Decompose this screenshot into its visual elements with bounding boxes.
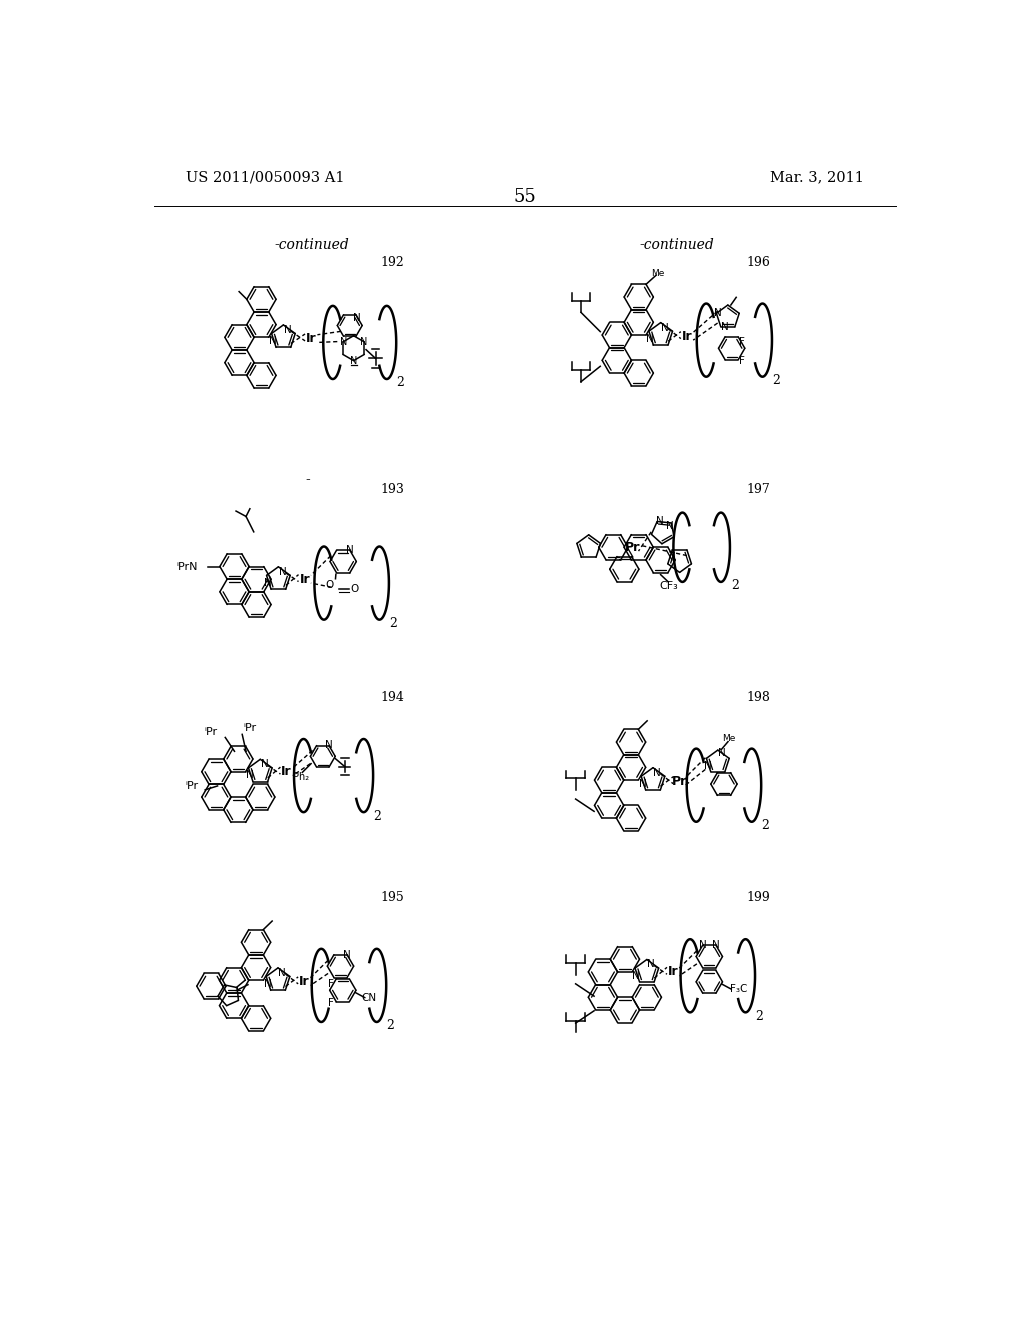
Text: N: N (698, 940, 707, 950)
Text: F: F (739, 338, 744, 347)
Text: 195: 195 (381, 891, 404, 904)
Text: N: N (346, 545, 353, 556)
Text: N: N (269, 337, 276, 346)
Text: 2: 2 (374, 809, 381, 822)
Text: Mar. 3, 2011: Mar. 3, 2011 (770, 170, 864, 185)
Text: F: F (328, 979, 334, 990)
Text: F₃C: F₃C (730, 985, 748, 994)
Text: Ir: Ir (306, 333, 316, 345)
Text: 199: 199 (746, 891, 770, 904)
Text: N: N (721, 322, 729, 333)
Text: 2: 2 (762, 820, 769, 832)
Text: N: N (343, 950, 351, 960)
Text: N: N (350, 356, 357, 367)
Text: N: N (715, 309, 722, 318)
Text: 192: 192 (381, 256, 404, 269)
Text: 2: 2 (756, 1010, 763, 1023)
Text: -: - (305, 474, 310, 487)
Text: 2: 2 (389, 616, 397, 630)
Text: N: N (284, 325, 292, 335)
Text: 2: 2 (396, 376, 404, 389)
Text: -continued: -continued (640, 239, 715, 252)
Text: ⁱPr: ⁱPr (205, 727, 218, 737)
Text: N: N (718, 748, 725, 758)
Text: N: N (646, 334, 654, 343)
Text: N: N (639, 779, 646, 789)
Text: -continued: -continued (274, 239, 349, 252)
Text: Ir: Ir (282, 766, 292, 779)
Text: 197: 197 (746, 483, 770, 496)
Text: Ir: Ir (299, 573, 310, 586)
Text: Ir: Ir (299, 975, 309, 989)
Text: N: N (633, 970, 640, 981)
Text: N: N (667, 521, 674, 531)
Text: ⁱPr: ⁱPr (244, 723, 256, 733)
Text: N: N (353, 313, 360, 323)
Text: Ph₂: Ph₂ (293, 772, 309, 781)
Text: N: N (246, 771, 254, 780)
Text: N: N (279, 968, 287, 978)
Text: N: N (653, 768, 662, 777)
Text: N: N (340, 338, 347, 347)
Text: N: N (325, 741, 333, 750)
Text: N: N (662, 322, 669, 333)
Text: N: N (655, 516, 664, 527)
Text: 193: 193 (381, 483, 404, 496)
Text: US 2011/0050093 A1: US 2011/0050093 A1 (185, 170, 344, 185)
Text: Ir: Ir (668, 965, 679, 978)
Text: 194: 194 (381, 690, 404, 704)
Text: F: F (739, 356, 744, 366)
Text: Pr: Pr (625, 541, 640, 554)
Text: O: O (350, 583, 358, 594)
Text: N: N (264, 578, 271, 587)
Text: 55: 55 (513, 187, 537, 206)
Text: 196: 196 (746, 256, 770, 269)
Text: N: N (360, 338, 368, 347)
Text: Me: Me (651, 269, 665, 279)
Text: 2: 2 (772, 374, 780, 387)
Text: Pr: Pr (672, 775, 687, 788)
Text: ⁱPrN: ⁱPrN (177, 561, 199, 572)
Text: N: N (261, 759, 268, 770)
Text: N: N (705, 760, 712, 771)
Text: O: O (326, 579, 334, 590)
Text: 2: 2 (387, 1019, 394, 1032)
Text: ⁱPr: ⁱPr (185, 781, 199, 791)
Text: F: F (328, 998, 334, 1008)
Text: N: N (712, 940, 720, 950)
Text: CN: CN (361, 993, 377, 1003)
Text: N: N (647, 960, 655, 969)
Text: 198: 198 (746, 690, 770, 704)
Text: N: N (279, 566, 287, 577)
Text: Ir: Ir (682, 330, 692, 343)
Text: 2: 2 (731, 579, 738, 593)
Text: CF₃: CF₃ (658, 581, 678, 591)
Text: Me: Me (722, 734, 735, 743)
Text: N: N (263, 979, 271, 989)
